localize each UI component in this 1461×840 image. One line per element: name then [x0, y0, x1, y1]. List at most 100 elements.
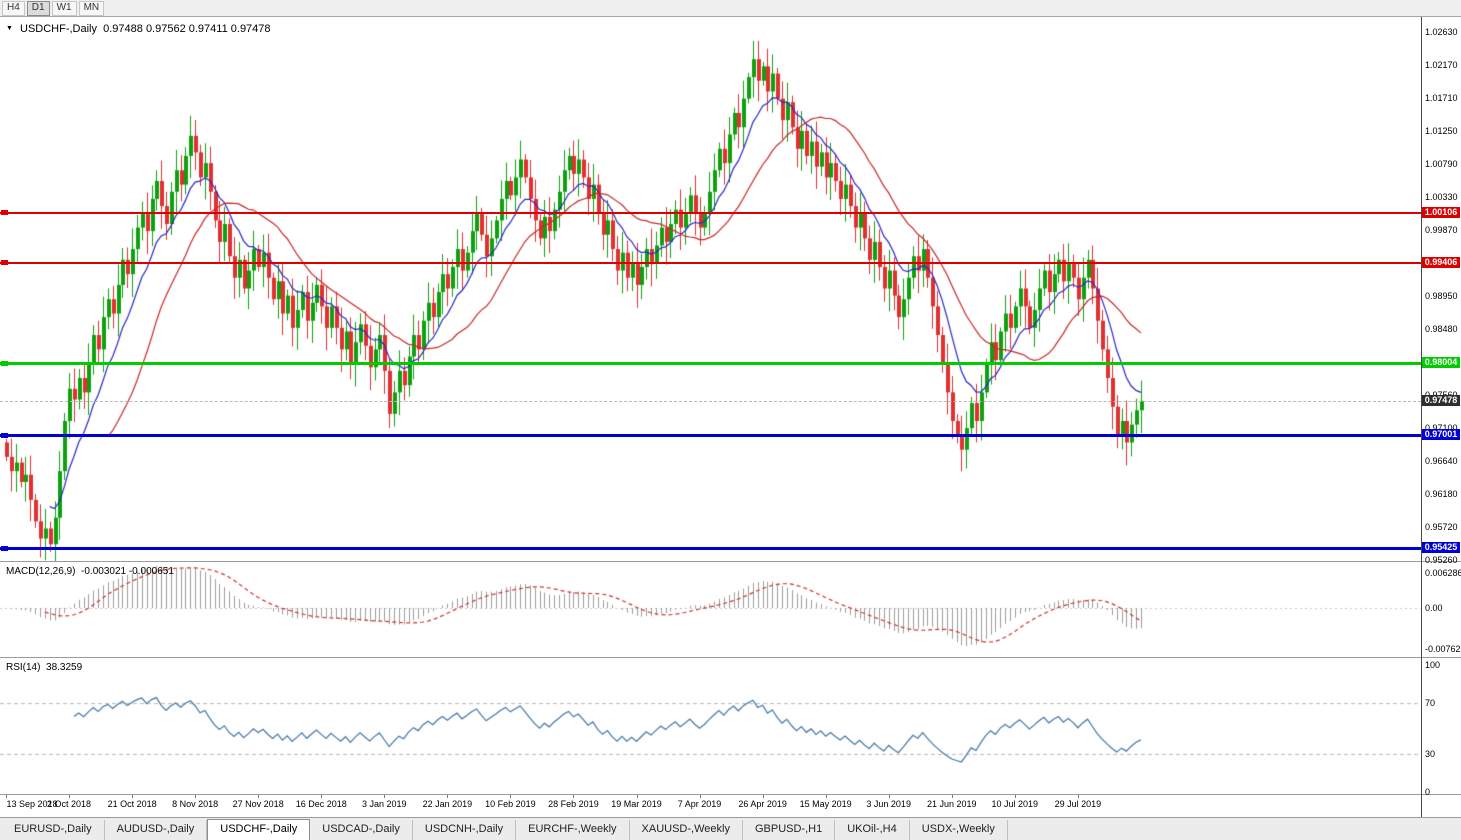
chart-tab-usdcaddaily[interactable]: USDCAD-,Daily: [310, 820, 413, 840]
current-price-tag: 0.97478: [1422, 395, 1460, 407]
price-axis-label: 1.02170: [1425, 59, 1458, 70]
date-tick: [132, 795, 133, 798]
macd-pane-label: MACD(12,26,9) -0.003021 -0.000651: [6, 566, 174, 577]
price-axis-label: 0.98950: [1425, 290, 1458, 301]
date-axis-label: 28 Feb 2019: [548, 799, 599, 809]
chart-tab-eurusddaily[interactable]: EURUSD-,Daily: [2, 820, 105, 840]
date-tick: [637, 795, 638, 798]
price-axis-label: 1.01710: [1425, 92, 1458, 103]
pane-separator-main-macd[interactable]: [0, 561, 1461, 562]
line-anchor-marker: [1, 432, 8, 438]
date-tick: [1015, 795, 1016, 798]
chart-tab-eurchfweekly[interactable]: EURCHF-,Weekly: [516, 820, 630, 840]
main-price-chart-canvas[interactable]: [0, 17, 1421, 561]
price-axis-label: 0.95720: [1425, 522, 1458, 533]
price-axis-label: 1.02630: [1425, 27, 1458, 37]
date-tick: [952, 795, 953, 798]
macd-indicator-canvas[interactable]: [0, 562, 1421, 657]
current-price-line: [0, 401, 1421, 403]
price-axis-label: 1.00790: [1425, 158, 1458, 169]
ohlc-readout: 0.97488 0.97562 0.97411 0.97478: [103, 23, 271, 35]
date-tick: [826, 795, 827, 798]
chart-tab-usdchfdaily[interactable]: USDCHF-,Daily: [207, 819, 311, 840]
price-level-tag-0.99406: 0.99406: [1422, 256, 1460, 268]
date-axis-label: 10 Jul 2019: [991, 799, 1039, 809]
rsi-pane-label: RSI(14) 38.3259: [6, 662, 82, 673]
macd-name-label: MACD(12,26,9): [6, 566, 76, 577]
date-axis-label: 15 May 2019: [799, 799, 852, 809]
timeframe-button-d1[interactable]: D1: [26, 0, 50, 16]
price-axis-label: 1.01250: [1425, 125, 1458, 136]
chart-tabs-bar: EURUSD-,Daily AUDUSD-,Daily USDCHF-,Daily U…: [0, 817, 1461, 840]
date-tick: [573, 795, 574, 798]
price-axis-label: 0.96180: [1425, 489, 1458, 500]
macd-axis-label: -0.00762: [1425, 644, 1461, 654]
price-axis-label: 1.00330: [1425, 191, 1458, 202]
date-tick: [1078, 795, 1079, 798]
date-axis-label: 21 Jun 2019: [926, 799, 977, 809]
date-tick: [889, 795, 890, 798]
rsi-value-label: 38.3259: [46, 662, 83, 673]
date-tick: [258, 795, 259, 798]
pane-separator-rsi-dates: [0, 794, 1461, 795]
rsi-indicator-canvas[interactable]: [0, 658, 1421, 794]
rsi-axis-label: 70: [1425, 698, 1436, 709]
chart-tab-gbpusdh1[interactable]: GBPUSD-,H1: [743, 820, 836, 840]
line-anchor-marker: [1, 545, 8, 551]
date-tick: [195, 795, 196, 798]
horizontal-line-1.00106[interactable]: [0, 210, 1421, 216]
symbol-period-label: USDCHF-,Daily: [20, 23, 97, 35]
chart-tab-audusddaily[interactable]: AUDUSD-,Daily: [105, 820, 208, 840]
price-axis-label: 0.98480: [1425, 324, 1458, 335]
price-axis-label: 0.96640: [1425, 456, 1458, 467]
date-axis-label: 27 Nov 2018: [232, 799, 284, 809]
date-tick: [447, 795, 448, 798]
macd-axis-label: 0.006286: [1425, 568, 1461, 578]
price-level-tag-0.98004: 0.98004: [1422, 357, 1460, 369]
chart-tab-xauusdweekly[interactable]: XAUUSD-,Weekly: [630, 820, 743, 840]
timeframe-button-group: H4 D1 W1 MN: [2, 0, 106, 16]
horizontal-line-0.98004[interactable]: [0, 360, 1421, 366]
line-anchor-marker: [1, 260, 8, 266]
chart-tab-ukoilh4[interactable]: UKOil-,H4: [835, 820, 910, 840]
date-tick: [510, 795, 511, 798]
horizontal-line-0.97001[interactable]: [0, 432, 1421, 438]
date-axis-label: 2 Oct 2018: [47, 799, 92, 809]
price-level-tag-1.00106: 1.00106: [1422, 206, 1460, 218]
price-axis-label: 0.97100: [1425, 423, 1458, 434]
date-tick: [700, 795, 701, 798]
date-tick: [69, 795, 70, 798]
price-axis-label: 0.95260: [1425, 555, 1458, 565]
date-axis-label: 29 Jul 2019: [1054, 799, 1102, 809]
macd-values-label: -0.003021 -0.000651: [81, 566, 174, 577]
date-tick: [6, 795, 7, 798]
horizontal-line-0.95425[interactable]: [0, 545, 1421, 551]
rsi-axis-label: 0: [1425, 787, 1431, 797]
date-axis-label: 3 Jan 2019: [362, 799, 407, 809]
date-axis-label: 7 Apr 2019: [677, 799, 722, 809]
date-tick: [321, 795, 322, 798]
date-tick: [384, 795, 385, 798]
chart-tab-usdcnhdaily[interactable]: USDCNH-,Daily: [413, 820, 517, 840]
macd-axis-label: 0.00: [1425, 603, 1443, 613]
date-axis-label: 21 Oct 2018: [107, 799, 157, 809]
date-axis-label: 19 Mar 2019: [611, 799, 662, 809]
rsi-name-label: RSI(14): [6, 662, 41, 673]
pane-separator-macd-rsi[interactable]: [0, 657, 1461, 658]
timeframe-button-w1[interactable]: W1: [51, 0, 77, 16]
date-axis-label: 13 Sep 2018: [6, 799, 58, 809]
date-axis-label: 16 Dec 2018: [295, 799, 347, 809]
horizontal-line-0.99406[interactable]: [0, 260, 1421, 266]
chart-tab-usdxweekly[interactable]: USDX-,Weekly: [910, 820, 1008, 840]
timeframe-button-h4[interactable]: H4: [2, 0, 25, 16]
date-axis-label: 3 Jun 2019: [866, 799, 911, 809]
date-axis-label: 10 Feb 2019: [485, 799, 536, 809]
rsi-axis-label: 100: [1425, 660, 1441, 670]
date-axis-label: 22 Jan 2019: [422, 799, 473, 809]
collapse-triangle-icon[interactable]: ▼: [6, 25, 13, 32]
price-axis-separator: [1421, 17, 1422, 817]
date-axis-label: 26 Apr 2019: [738, 799, 787, 809]
timeframe-button-mn[interactable]: MN: [78, 0, 105, 16]
date-tick: [763, 795, 764, 798]
